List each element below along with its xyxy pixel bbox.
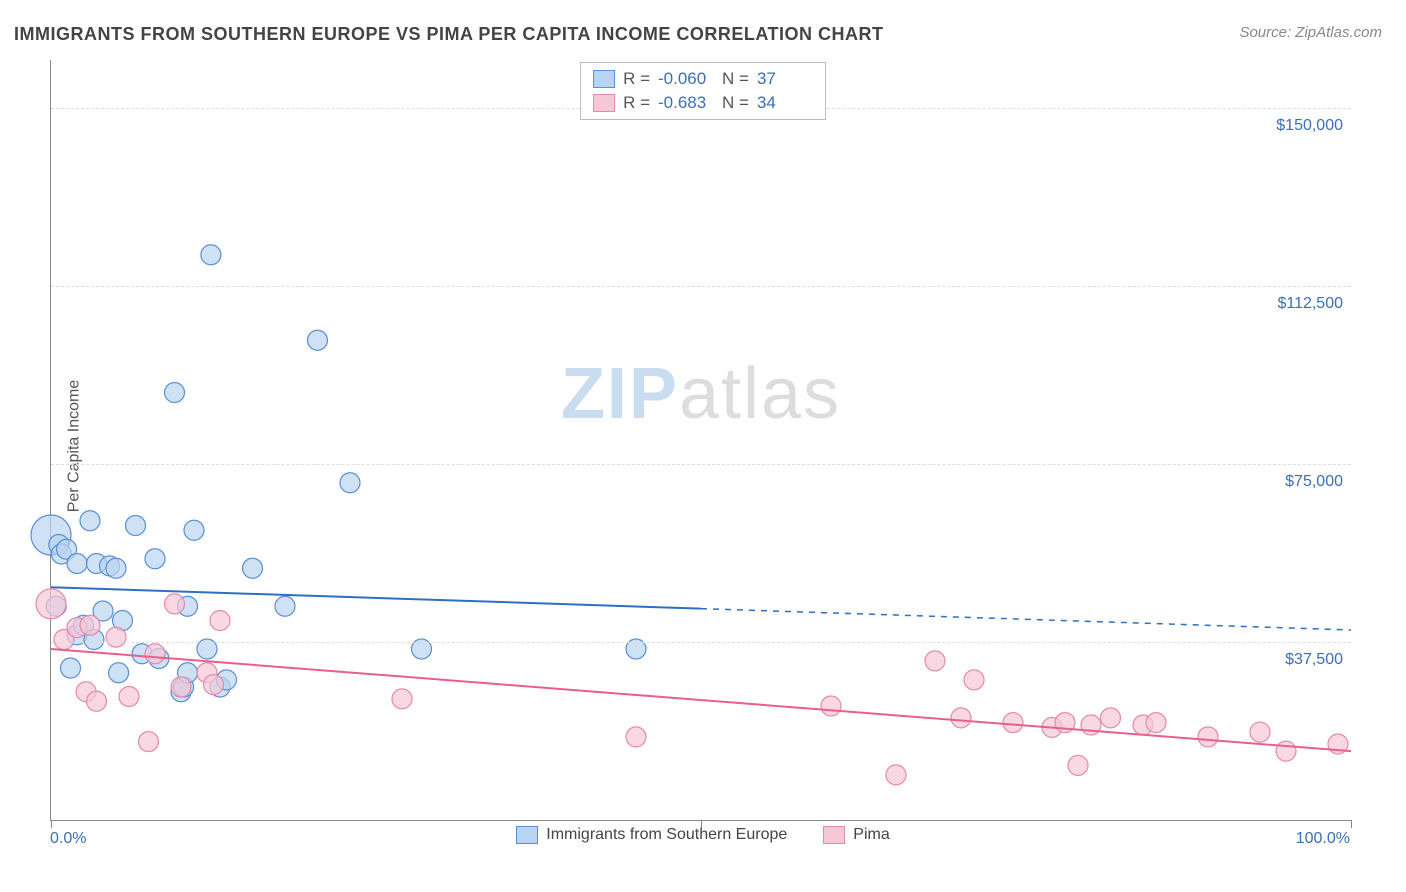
regression-line-dashed: [701, 609, 1351, 630]
data-point: [1276, 741, 1296, 761]
legend-n-value: 34: [757, 93, 813, 113]
legend-swatch: [823, 826, 845, 844]
data-point: [1146, 713, 1166, 733]
data-point: [951, 708, 971, 728]
data-point: [80, 511, 100, 531]
data-point: [243, 558, 263, 578]
data-point: [1198, 727, 1218, 747]
data-point: [308, 330, 328, 350]
chart-title: IMMIGRANTS FROM SOUTHERN EUROPE VS PIMA …: [14, 24, 884, 45]
data-point: [171, 677, 191, 697]
legend-r-value: -0.683: [658, 93, 714, 113]
legend-correlation-row: R = -0.683 N = 34: [593, 91, 813, 115]
data-point: [184, 520, 204, 540]
data-point: [109, 663, 129, 683]
legend-n-label: N =: [722, 93, 749, 113]
data-point: [201, 245, 221, 265]
x-axis-min-label: 0.0%: [50, 830, 86, 848]
regression-line-solid: [51, 649, 1351, 751]
data-point: [119, 687, 139, 707]
data-point: [1101, 708, 1121, 728]
y-tick-label: $75,000: [1285, 473, 1343, 491]
regression-line-solid: [51, 587, 701, 608]
data-point: [392, 689, 412, 709]
legend-correlation-row: R = -0.060 N = 37: [593, 67, 813, 91]
data-point: [925, 651, 945, 671]
data-point: [165, 594, 185, 614]
data-point: [1250, 722, 1270, 742]
legend-correlation: R = -0.060 N = 37 R = -0.683 N = 34: [580, 62, 826, 120]
legend-r-label: R =: [623, 69, 650, 89]
data-point: [1003, 713, 1023, 733]
legend-swatch: [593, 94, 615, 112]
data-point: [36, 589, 66, 619]
data-point: [821, 696, 841, 716]
data-point: [886, 765, 906, 785]
data-point: [87, 691, 107, 711]
data-point: [80, 615, 100, 635]
gridline: [51, 642, 1351, 643]
data-point: [126, 516, 146, 536]
data-point: [106, 558, 126, 578]
legend-r-value: -0.060: [658, 69, 714, 89]
gridline: [51, 286, 1351, 287]
legend-swatch: [516, 826, 538, 844]
data-point: [106, 627, 126, 647]
data-point: [165, 383, 185, 403]
data-point: [145, 549, 165, 569]
gridline: [51, 464, 1351, 465]
data-point: [340, 473, 360, 493]
data-point: [139, 732, 159, 752]
data-point: [204, 675, 224, 695]
data-point: [1068, 755, 1088, 775]
data-point: [61, 658, 81, 678]
source-label: Source: ZipAtlas.com: [1239, 24, 1382, 41]
legend-n-label: N =: [722, 69, 749, 89]
chart-svg: [51, 60, 1351, 820]
legend-series-label: Immigrants from Southern Europe: [546, 826, 787, 844]
legend-series-item: Pima: [823, 826, 889, 844]
x-axis-max-label: 100.0%: [1296, 830, 1350, 848]
legend-n-value: 37: [757, 69, 813, 89]
data-point: [275, 596, 295, 616]
plot-area: ZIPatlas $37,500$75,000$112,500$150,000: [50, 60, 1351, 821]
data-point: [210, 611, 230, 631]
y-tick-label: $37,500: [1285, 651, 1343, 669]
legend-series-item: Immigrants from Southern Europe: [516, 826, 787, 844]
legend-series-label: Pima: [853, 826, 889, 844]
data-point: [964, 670, 984, 690]
legend-r-label: R =: [623, 93, 650, 113]
legend-series: Immigrants from Southern Europe Pima: [0, 826, 1406, 849]
y-tick-label: $112,500: [1277, 295, 1343, 313]
legend-swatch: [593, 70, 615, 88]
data-point: [626, 727, 646, 747]
data-point: [67, 554, 87, 574]
data-point: [145, 644, 165, 664]
y-tick-label: $150,000: [1276, 117, 1343, 135]
